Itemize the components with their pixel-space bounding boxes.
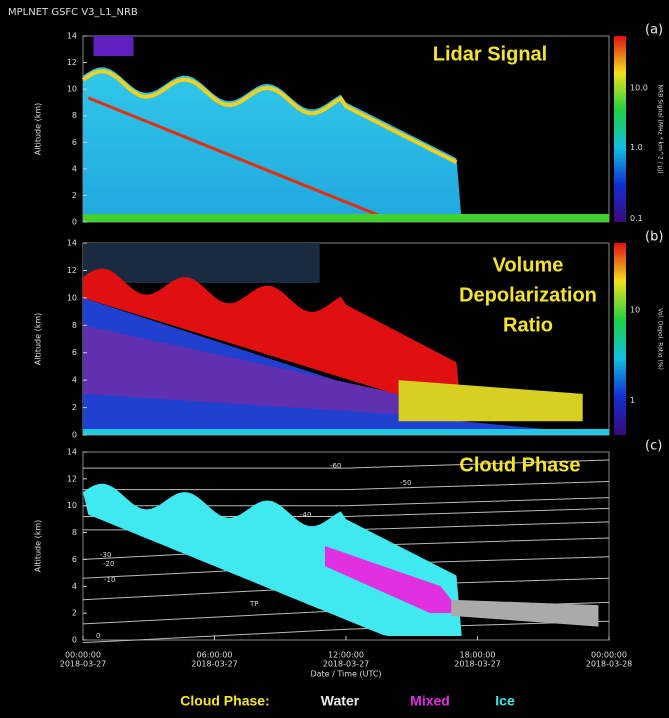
y-tick-label: 6 [72, 348, 77, 357]
legend-item: Water [321, 693, 360, 709]
contour-label: -50 [400, 479, 411, 487]
y-tick-label: 0 [72, 218, 77, 227]
y-tick-label: 14 [67, 448, 77, 457]
colorbar [614, 243, 626, 435]
y-tick-label: 12 [67, 474, 77, 483]
y-tick-label: 0 [72, 431, 77, 440]
x-tick-label: 2018-03-28 [586, 660, 633, 669]
contour-label: -40 [300, 511, 311, 519]
panel-title: Cloud Phase [459, 454, 580, 476]
contour-label: -30 [100, 551, 111, 559]
y-tick-label: 6 [72, 138, 77, 147]
depol-ground [83, 429, 609, 435]
x-tick-label: 00:00:00 [65, 651, 101, 660]
colorbar-tick-label: 10 [630, 306, 640, 315]
y-tick-label: 14 [67, 239, 77, 248]
colorbar [614, 36, 626, 222]
y-tick-label: 12 [67, 58, 77, 67]
contour-label: -60 [330, 462, 341, 470]
y-tick-label: 12 [67, 266, 77, 275]
y-tick-label: 8 [72, 321, 77, 330]
header: MPLNET GSFC V3_L1_NRB [8, 7, 138, 18]
contour-label: 0 [96, 632, 100, 640]
x-tick-label: 00:00:00 [591, 651, 627, 660]
y-tick-label: 4 [72, 376, 77, 385]
y-tick-label: 6 [72, 555, 77, 564]
y-tick-label: 2 [72, 403, 77, 412]
contour-label: -20 [103, 560, 114, 568]
y-axis-label: Altitude (km) [34, 520, 43, 572]
y-tick-label: 14 [67, 32, 77, 41]
y-tick-label: 0 [72, 636, 77, 645]
panel-tag: (b) [645, 230, 663, 245]
y-tick-label: 4 [72, 582, 77, 591]
y-tick-label: 2 [72, 609, 77, 618]
figure: MPLNET GSFC V3_L1_NRB (a) Lidar Signal Alt… [0, 0, 669, 718]
x-tick-label: 12:00:00 [328, 651, 364, 660]
y-axis-label: Altitude (km) [34, 313, 43, 365]
colorbar-label: Vol. Depol. Ratio (%) [657, 308, 664, 370]
panel-title: Lidar Signal [433, 43, 547, 65]
ground-return [83, 214, 609, 222]
colorbar-tick-label: 1.0 [630, 143, 643, 152]
y-tick-label: 8 [72, 111, 77, 120]
y-tick-label: 10 [67, 293, 77, 302]
x-tick-label: 06:00:00 [197, 651, 233, 660]
x-tick-label: 2018-03-27 [191, 660, 238, 669]
y-tick-label: 10 [67, 501, 77, 510]
legend-title: Cloud Phase: [180, 693, 269, 709]
x-tick-label: 18:00:00 [460, 651, 496, 660]
panel-title: Ratio [503, 314, 553, 336]
upper-signal [94, 36, 134, 56]
x-tick-label: 2018-03-27 [60, 660, 107, 669]
colorbar-label: NRB Signal (MHz * km^2 / μJ) [657, 85, 664, 174]
x-tick-label: 2018-03-27 [323, 660, 370, 669]
legend-item: Ice [495, 693, 515, 709]
x-tick-label: 2018-03-27 [454, 660, 501, 669]
contour-label: -10 [104, 576, 115, 584]
panel-tag: (a) [645, 23, 663, 38]
colorbar-tick-label: 0.1 [630, 214, 643, 223]
x-axis-label: Date / Time (UTC) [310, 670, 381, 679]
y-tick-label: 4 [72, 164, 77, 173]
panel-title: Depolarization [459, 284, 597, 306]
panel-title: Volume [493, 254, 564, 276]
legend-item: Mixed [410, 693, 450, 709]
contour-label: TP [249, 600, 259, 608]
colorbar-tick-label: 10.0 [630, 84, 648, 93]
y-axis-label: Altitude (km) [34, 103, 43, 155]
y-tick-label: 10 [67, 85, 77, 94]
panel-tag: (c) [645, 439, 662, 454]
colorbar-tick-label: 1 [630, 396, 635, 405]
y-tick-label: 8 [72, 528, 77, 537]
y-tick-label: 2 [72, 191, 77, 200]
